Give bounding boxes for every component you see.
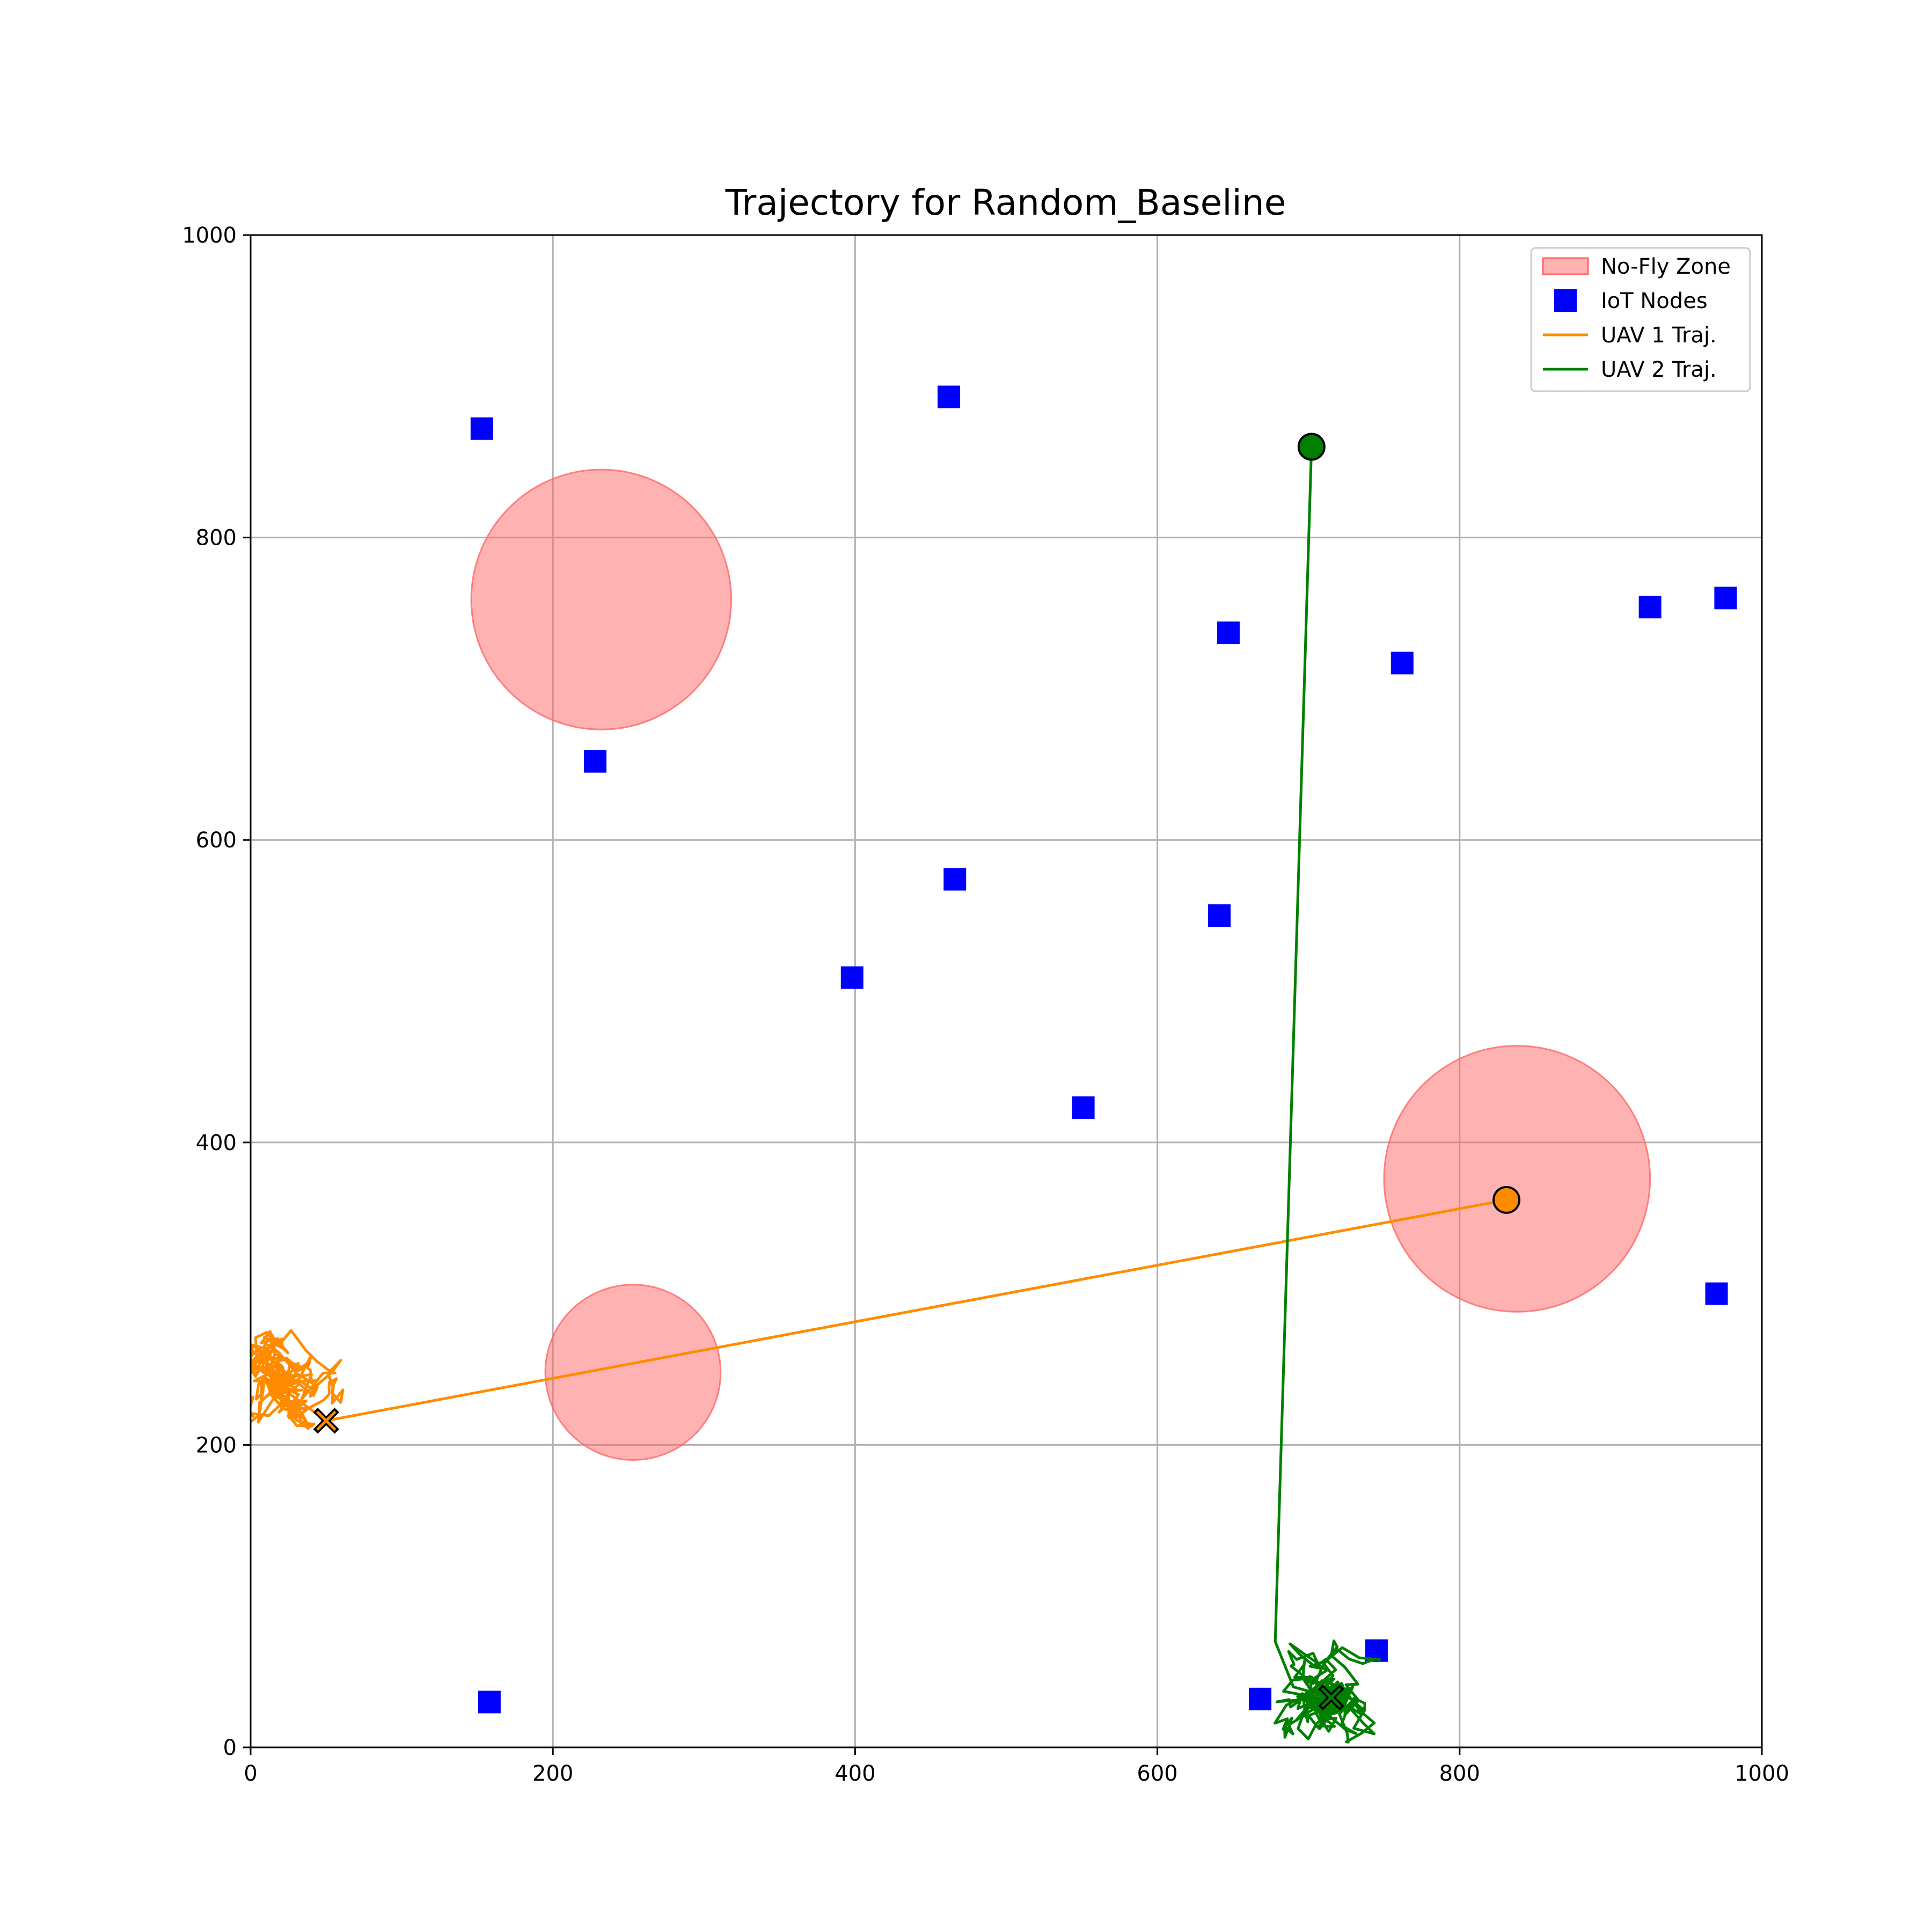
legend-label: UAV 2 Traj. <box>1601 357 1717 382</box>
x-tick-label: 0 <box>244 1761 257 1786</box>
legend-label: No-Fly Zone <box>1601 254 1731 279</box>
uav-1-start-marker <box>1492 1185 1521 1214</box>
iot-node <box>584 750 607 773</box>
legend: No-Fly Zone IoT Nodes UAV 1 Traj. UAV 2 Tra… <box>1530 247 1751 392</box>
uav-2-end-marker <box>1318 1684 1344 1711</box>
legend-label: UAV 1 Traj. <box>1601 323 1717 348</box>
x-tick-label: 1000 <box>1735 1761 1789 1786</box>
axes-frame <box>250 234 1763 1748</box>
iot-node <box>1217 621 1240 645</box>
y-tick-label: 800 <box>196 526 237 551</box>
no-fly-zone <box>544 1284 722 1461</box>
y-tick-label: 600 <box>196 828 237 853</box>
iot-node <box>1714 587 1737 610</box>
y-tick-label: 1000 <box>182 223 237 248</box>
iot-node <box>1072 1096 1095 1119</box>
uav-2-start-marker <box>1297 433 1326 461</box>
legend-swatch-iot-nodes <box>1554 289 1577 312</box>
x-tick-label: 800 <box>1439 1761 1480 1786</box>
chart-title: Trajectory for Random_Baseline <box>725 182 1286 223</box>
x-tick-label: 400 <box>835 1761 875 1786</box>
y-tick-label: 200 <box>196 1433 237 1458</box>
y-tick-label: 400 <box>196 1131 237 1155</box>
iot-node <box>943 868 967 891</box>
iot-node <box>840 966 863 989</box>
iot-node <box>937 385 960 408</box>
uav-1-end-marker <box>313 1408 340 1434</box>
iot-node <box>1705 1282 1728 1305</box>
x-axis: 0 200 400 600 800 1000 <box>244 1747 1789 1786</box>
uav-1-trajectory <box>251 1198 1507 1430</box>
plot-area <box>250 234 1763 1748</box>
no-fly-zone <box>1383 1045 1651 1313</box>
no-fly-zone <box>470 469 732 730</box>
iot-node <box>1638 596 1662 619</box>
iot-node <box>478 1690 501 1714</box>
legend-label: IoT Nodes <box>1601 289 1708 313</box>
y-tick-label: 0 <box>223 1736 237 1760</box>
iot-node <box>1391 652 1414 675</box>
legend-box <box>1530 247 1751 392</box>
legend-swatch-no-fly-zone <box>1542 257 1589 275</box>
x-tick-label: 200 <box>532 1761 573 1786</box>
y-axis: 0 200 400 600 800 1000 <box>182 223 251 1760</box>
iot-node <box>470 417 493 440</box>
x-tick-label: 600 <box>1137 1761 1177 1786</box>
iot-node <box>1208 904 1231 927</box>
iot-node <box>1249 1687 1272 1710</box>
